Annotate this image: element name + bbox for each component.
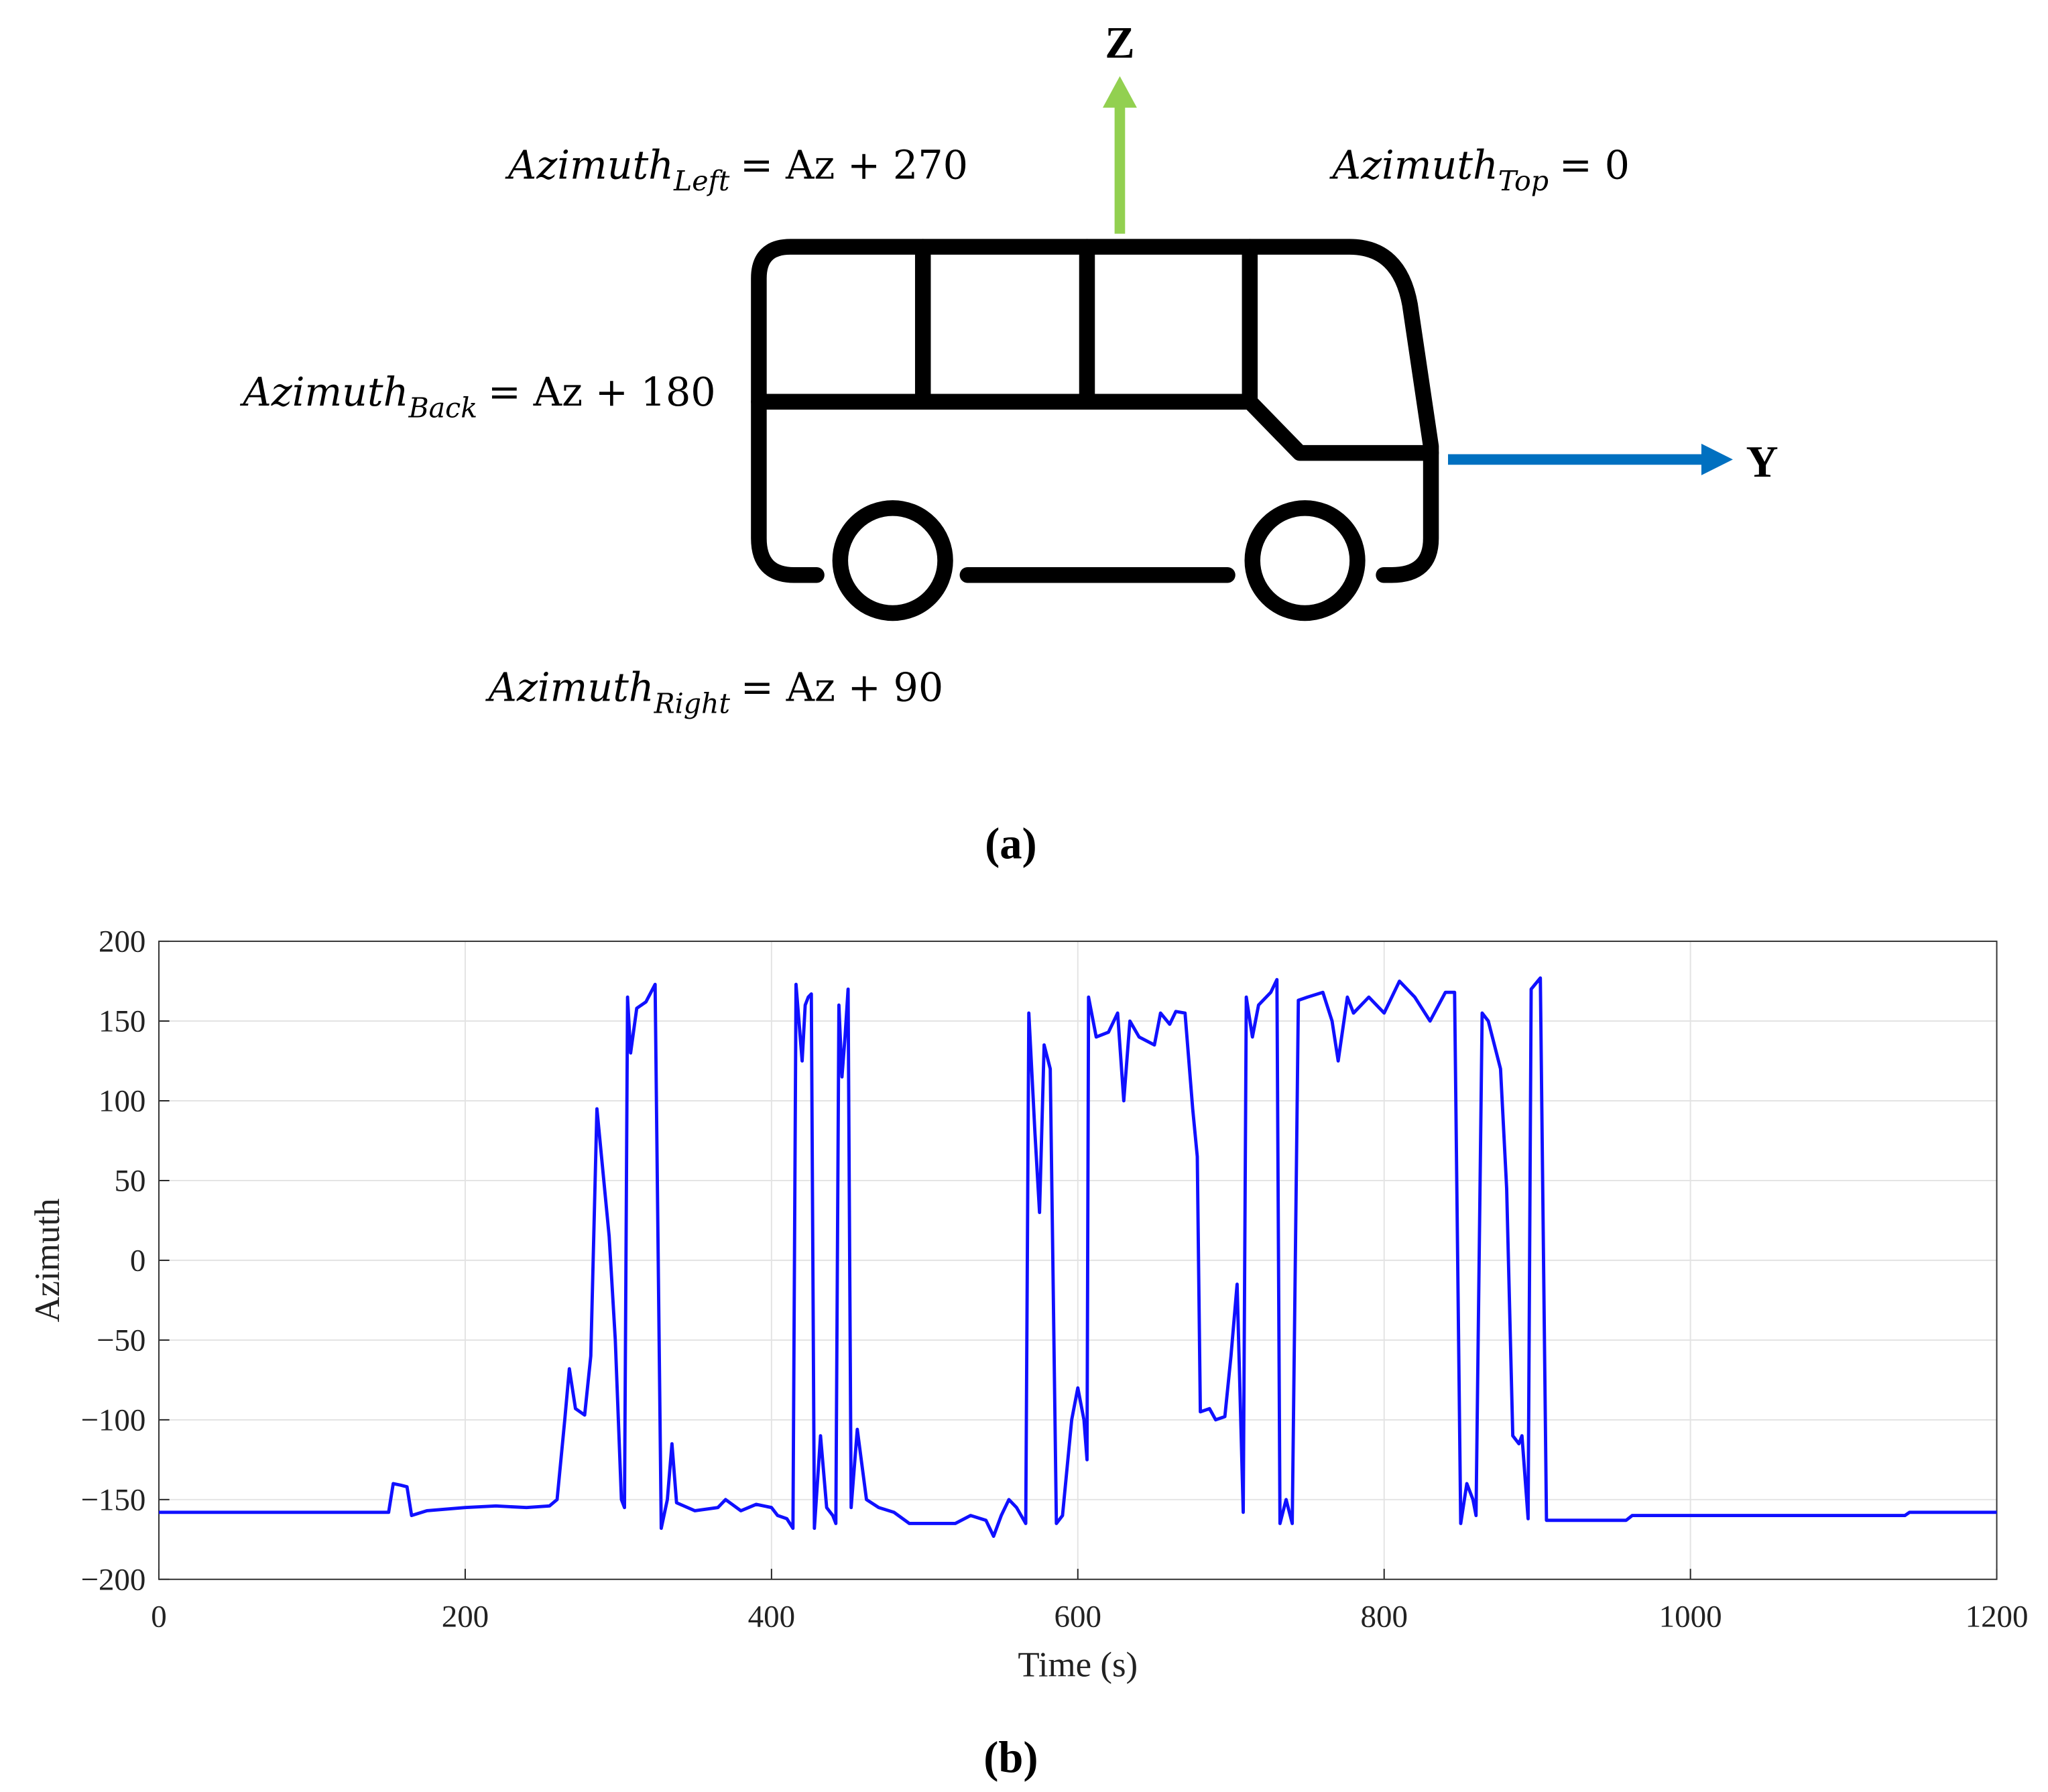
eq-base: Azimuth [485, 664, 654, 711]
y-axis-label: Azimuth [28, 1198, 67, 1322]
y-tick-label: −100 [80, 1403, 145, 1438]
eq-rhs: = Az + 180 [488, 369, 716, 415]
x-tick-label: 1000 [1659, 1599, 1722, 1634]
equation: AzimuthTop = 0 [1329, 141, 1630, 197]
x-tick-label: 0 [151, 1599, 167, 1634]
y-tick-label: 0 [130, 1244, 146, 1278]
x-tick-label: 800 [1360, 1599, 1407, 1634]
bus-wheel [1244, 500, 1366, 621]
z-arrowhead [1102, 76, 1137, 108]
y-label: Y [1746, 438, 1779, 487]
equation: AzimuthLeft = Az + 270 [505, 141, 968, 197]
x-tick-label: 600 [1055, 1599, 1101, 1634]
eq-sub: Left [673, 165, 730, 197]
bus-body [751, 239, 1439, 583]
x-tick-label: 400 [748, 1599, 795, 1634]
y-tick-label: 200 [99, 924, 145, 959]
x-axis-label: Time (s) [1018, 1646, 1138, 1685]
panel-label: (a) [985, 820, 1037, 869]
y-arrowhead [1701, 443, 1733, 475]
eq-base: Azimuth [239, 369, 408, 415]
eq-base: Azimuth [1329, 141, 1498, 188]
eq-rhs: = Az + 90 [741, 664, 944, 711]
x-tick-label: 200 [442, 1599, 489, 1634]
eq-rhs: = Az + 270 [740, 141, 968, 188]
y-tick-label: 150 [99, 1004, 145, 1039]
bus-wheel [832, 500, 953, 621]
y-tick-label: −50 [97, 1323, 145, 1358]
data-line [159, 976, 1997, 1538]
equation: AzimuthBack = Az + 180 [239, 369, 715, 424]
y-tick-label: 100 [99, 1084, 145, 1119]
x-tick-label: 1200 [1966, 1599, 2029, 1634]
panel-label: (b) [983, 1734, 1038, 1783]
line-chart: −200 −150 −100 −50 0 50 100 150 200 0 200 400 600 800… [28, 924, 2028, 1685]
bus-window-line [751, 394, 1439, 461]
equation: AzimuthRight = Az + 90 [485, 664, 944, 720]
y-tick-label: 50 [114, 1164, 145, 1199]
plot-frame [158, 941, 1998, 1580]
eq-base: Azimuth [505, 141, 674, 188]
eq-sub: Back [408, 392, 477, 424]
eq-sub: Right [654, 687, 731, 719]
eq-sub: Top [1498, 165, 1549, 197]
y-tick-label: −150 [80, 1482, 145, 1517]
eq-rhs: = 0 [1559, 141, 1630, 188]
y-tick-label: −200 [80, 1562, 145, 1597]
bus-window-dividers [914, 239, 1258, 410]
bus-icon [751, 239, 1439, 621]
z-label: Z [1105, 19, 1134, 68]
